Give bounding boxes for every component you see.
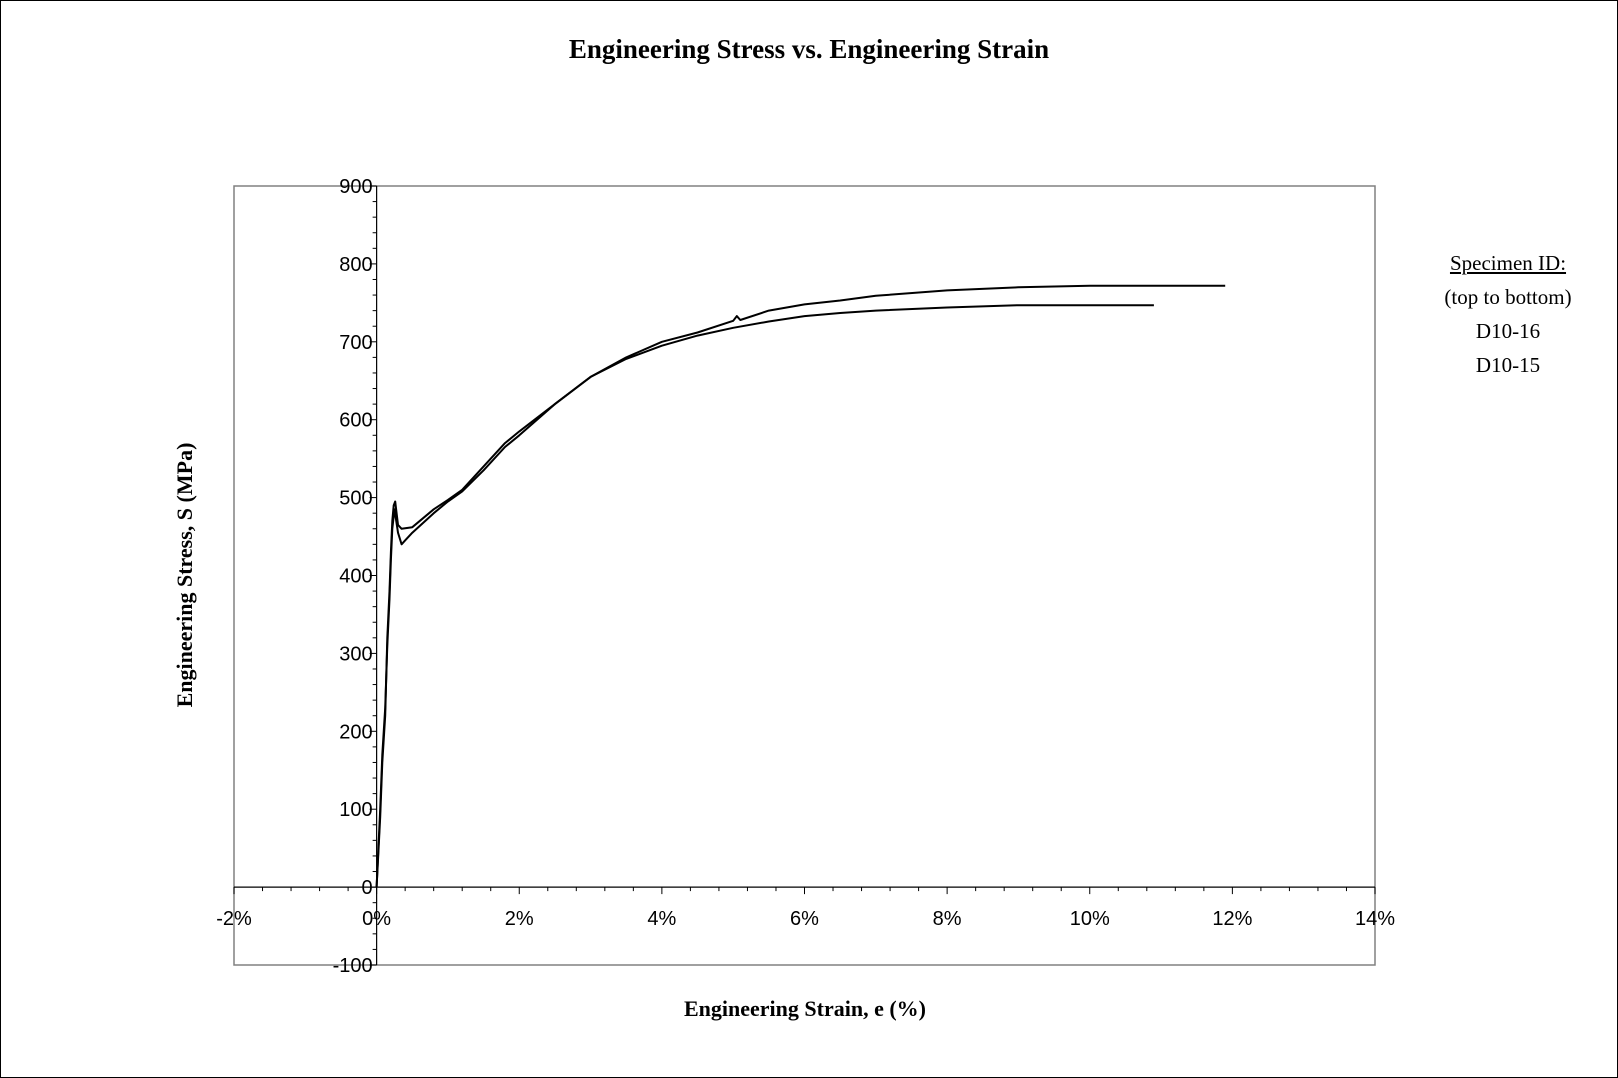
x-tick-label: 6% bbox=[790, 908, 819, 930]
y-tick-label: 200 bbox=[339, 721, 372, 743]
series-line-d10-15 bbox=[377, 305, 1154, 887]
plot-area bbox=[234, 186, 1375, 965]
y-tick-label: 0 bbox=[362, 877, 373, 899]
x-tick-label: 2% bbox=[505, 908, 534, 930]
series-layer bbox=[377, 286, 1226, 887]
y-tick-label: 300 bbox=[339, 643, 372, 665]
x-tick-label: 12% bbox=[1212, 908, 1252, 930]
x-tick-label: 4% bbox=[647, 908, 676, 930]
y-tick-label: 400 bbox=[339, 566, 372, 588]
x-tick-label: 8% bbox=[933, 908, 962, 930]
y-tick-label: 900 bbox=[339, 176, 372, 198]
x-tick-label: -2% bbox=[216, 908, 252, 930]
legend-item-d10-15: D10-15 bbox=[1418, 348, 1598, 382]
legend-header: Specimen ID: bbox=[1418, 246, 1598, 280]
y-tick-label: 600 bbox=[339, 410, 372, 432]
y-tick-label: 800 bbox=[339, 254, 372, 276]
legend-item-d10-16: D10-16 bbox=[1418, 314, 1598, 348]
x-axis-title: Engineering Strain, e (%) bbox=[684, 996, 926, 1021]
legend-note: (top to bottom) bbox=[1418, 280, 1598, 314]
y-tick-label: -100 bbox=[333, 955, 373, 977]
axes: -2% 0% 2% 4% 6% 8% 10% 12% 14% -100 0 100 200 300 400 5… bbox=[216, 176, 1395, 977]
legend: Specimen ID: (top to bottom) D10-16 D10-… bbox=[1418, 246, 1598, 382]
x-tick-label: 0% bbox=[362, 908, 391, 930]
x-tick-label: 14% bbox=[1355, 908, 1395, 930]
y-tick-label: 700 bbox=[339, 332, 372, 354]
series-line-d10-16 bbox=[377, 286, 1226, 887]
x-tick-label: 10% bbox=[1070, 908, 1110, 930]
y-tick-label: 500 bbox=[339, 488, 372, 510]
y-tick-label: 100 bbox=[339, 799, 372, 821]
y-axis-title: Engineering Stress, S (MPa) bbox=[172, 443, 197, 708]
